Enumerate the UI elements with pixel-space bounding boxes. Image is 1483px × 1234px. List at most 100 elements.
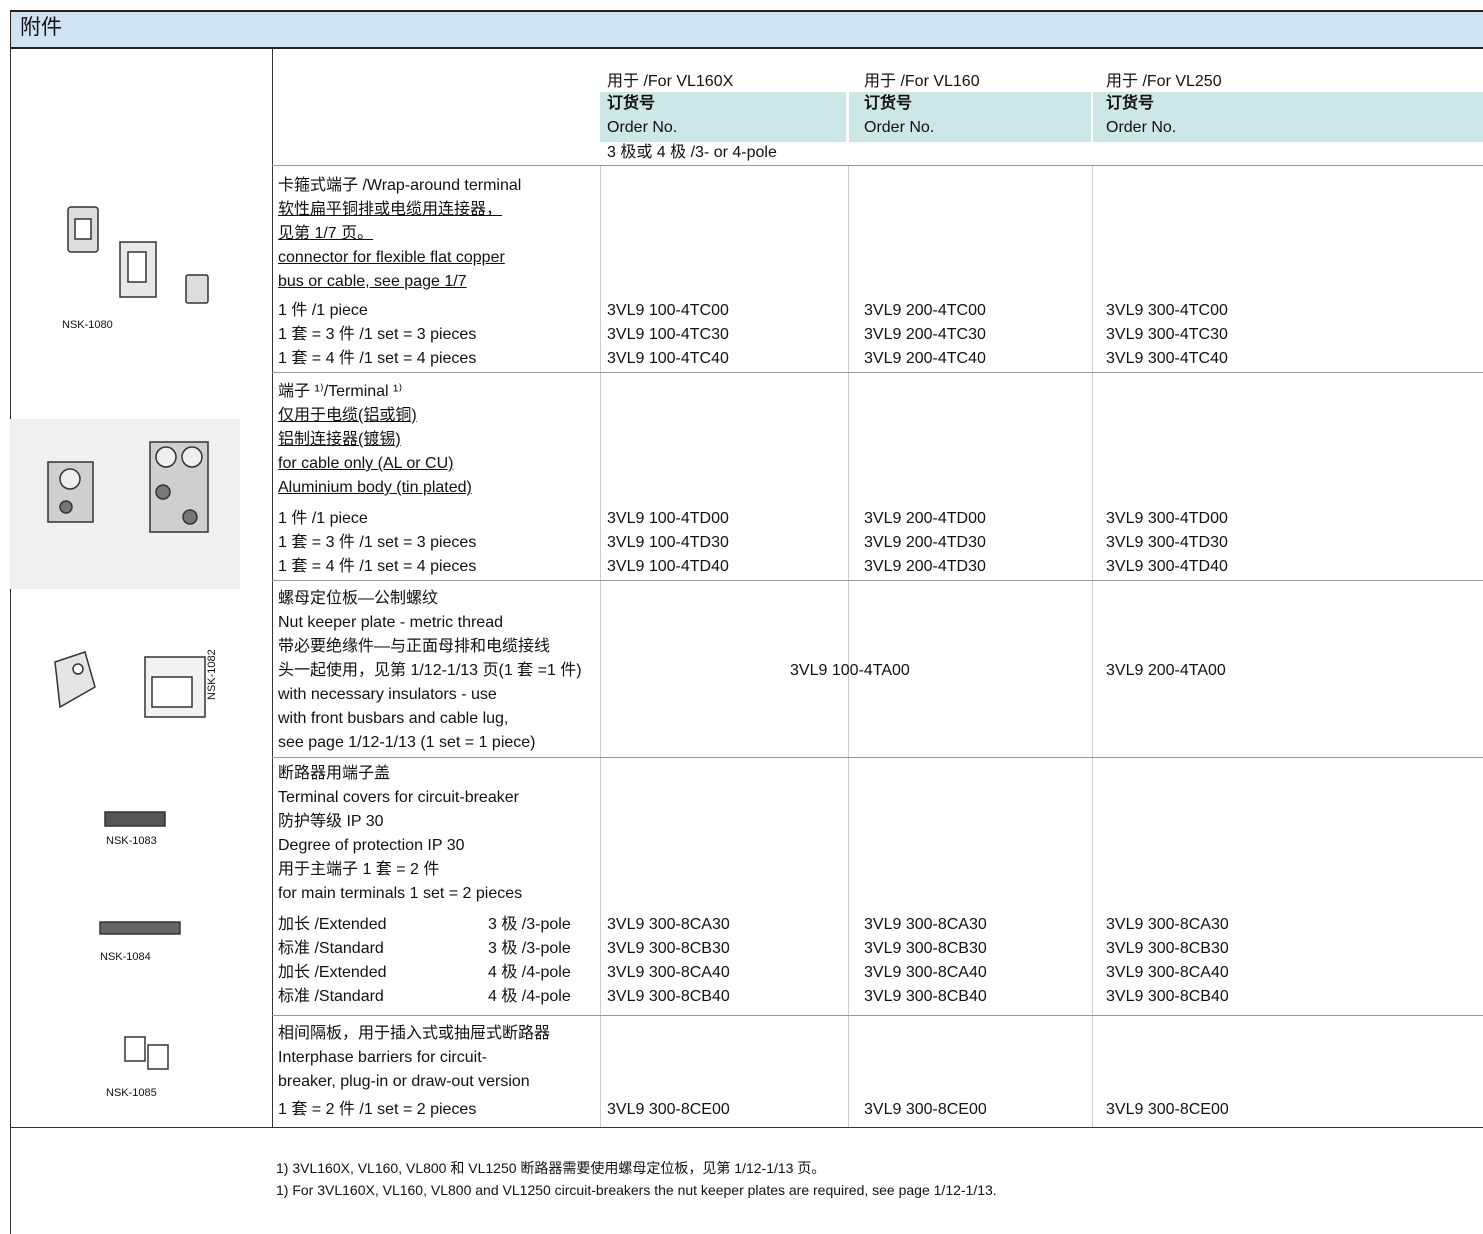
column-order-cn: 订货号: [864, 95, 913, 112]
order-number: 3VL9 300-8CB30: [864, 940, 987, 957]
row-label: 加长 /Extended: [278, 916, 387, 933]
description-line: Terminal covers for circuit-breaker: [278, 789, 519, 806]
description-line: 卡箍式端子 /Wrap-around terminal: [278, 177, 522, 194]
order-number: 3VL9 100-4TC30: [607, 326, 729, 343]
description-line: 仅用于电缆(铝或铜): [278, 407, 417, 424]
order-number: 3VL9 300-8CB40: [864, 988, 987, 1005]
order-number: 3VL9 300-8CE00: [1106, 1101, 1229, 1118]
header-bar: [10, 10, 1483, 49]
order-number: 3VL9 200-4TC00: [864, 302, 986, 319]
row-label: 1 件 /1 piece: [278, 510, 368, 527]
column-for: 用于 /For VL160: [864, 73, 980, 90]
order-number: 3VL9 200-4TC40: [864, 350, 986, 367]
description-line: 软性扁平铜排或电缆用连接器，: [278, 201, 503, 218]
description-line: Aluminium body (tin plated): [278, 479, 472, 496]
image-column-border: [272, 47, 273, 1128]
order-number: 3VL9 100-4TC00: [607, 302, 729, 319]
row-pole: 3 极 /3-pole: [488, 940, 571, 957]
description-line: 用于主端子 1 套 = 2 件: [278, 861, 440, 878]
description-line: 螺母定位板—公制螺纹: [278, 590, 439, 607]
order-number: 3VL9 300-8CB40: [1106, 988, 1229, 1005]
description-line: 头一起使用，见第 1/12-1/13 页(1 套 =1 件): [278, 662, 582, 679]
order-number: 3VL9 300-4TD00: [1106, 510, 1228, 527]
order-number: 3VL9 300-4TC00: [1106, 302, 1228, 319]
column-for: 用于 /For VL160X: [607, 73, 734, 90]
order-number: 3VL9 200-4TD30: [864, 558, 986, 575]
row-label: 1 套 = 4 件 /1 set = 4 pieces: [278, 350, 477, 367]
row-label: 1 套 = 3 件 /1 set = 3 pieces: [278, 534, 477, 551]
column-order-en: Order No.: [1106, 119, 1177, 136]
row-pole: 4 极 /4-pole: [488, 964, 571, 981]
order-number: 3VL9 300-4TD40: [1106, 558, 1228, 575]
description-line: for cable only (AL or CU): [278, 455, 454, 472]
description-line: Degree of protection IP 30: [278, 837, 465, 854]
row-label: 1 件 /1 piece: [278, 302, 368, 319]
pole-note: 3 极或 4 极 /3- or 4-pole: [607, 144, 777, 161]
section-divider: [272, 580, 1483, 581]
order-band: [849, 92, 1091, 142]
order-number: 3VL9 100-4TD40: [607, 558, 729, 575]
column-order-en: Order No.: [864, 119, 935, 136]
order-number: 3VL9 300-8CA30: [864, 916, 987, 933]
product-images: [10, 206, 240, 1070]
section-divider: [272, 165, 1483, 166]
description-line: 断路器用端子盖: [278, 765, 391, 782]
description-line: with front busbars and cable lug,: [278, 710, 509, 727]
column-line: [1092, 165, 1093, 1127]
row-label: 1 套 = 3 件 /1 set = 3 pieces: [278, 326, 477, 343]
description-line: for main terminals 1 set = 2 pieces: [278, 885, 523, 902]
description-line: 端子 ¹⁾/Terminal ¹⁾: [278, 383, 403, 400]
order-number: 3VL9 300-8CA30: [607, 916, 730, 933]
description-line: breaker, plug-in or draw-out version: [278, 1073, 530, 1090]
description-line: 带必要绝缘件—与正面母排和电缆接线: [278, 638, 551, 655]
description-line: see page 1/12-1/13 (1 set = 1 piece): [278, 734, 536, 751]
order-number: 3VL9 300-8CE00: [864, 1101, 987, 1118]
row-pole: 3 极 /3-pole: [488, 916, 571, 933]
order-number: 3VL9 300-8CA40: [864, 964, 987, 981]
order-number: 3VL9 100-4TD00: [607, 510, 729, 527]
order-number: 3VL9 100-4TC40: [607, 350, 729, 367]
column-order-cn: 订货号: [607, 95, 656, 112]
description-line: Nut keeper plate - metric thread: [278, 614, 503, 631]
section-divider: [272, 372, 1483, 373]
image-label: NSK-1080: [62, 319, 113, 331]
row-label: 1 套 = 4 件 /1 set = 4 pieces: [278, 558, 477, 575]
order-number: 3VL9 300-8CB30: [607, 940, 730, 957]
order-number: 3VL9 300-8CB30: [1106, 940, 1229, 957]
footnote: 1) 3VL160X, VL160, VL800 和 VL1250 断路器需要使…: [276, 1160, 826, 1176]
description-line: 防护等级 IP 30: [278, 813, 384, 830]
image-label: NSK-1084: [100, 951, 151, 963]
order-number: 3VL9 200-4TD30: [864, 534, 986, 551]
description-line: 铝制连接器(镀锡): [278, 431, 401, 448]
order-number: 3VL9 200-4TC30: [864, 326, 986, 343]
description-line: connector for flexible flat copper: [278, 249, 505, 266]
row-label: 加长 /Extended: [278, 964, 387, 981]
order-number: 3VL9 100-4TD30: [607, 534, 729, 551]
order-number: 3VL9 300-4TC40: [1106, 350, 1228, 367]
order-band: [600, 92, 846, 142]
row-label: 标准 /Standard: [278, 988, 384, 1005]
description-line: with necessary insulators - use: [278, 686, 497, 703]
section-divider: [272, 757, 1483, 758]
image-label: NSK-1082: [206, 649, 218, 700]
image-label: NSK-1083: [106, 835, 157, 847]
order-band: [1093, 92, 1483, 142]
order-number: 3VL9 300-8CB40: [607, 988, 730, 1005]
order-number: 3VL9 300-8CA30: [1106, 916, 1229, 933]
row-label: 标准 /Standard: [278, 940, 384, 957]
row-label: 1 套 = 2 件 /1 set = 2 pieces: [278, 1101, 477, 1118]
description-line: 见第 1/7 页。: [278, 225, 374, 242]
description-line: 相间隔板，用于插入式或抽屉式断路器: [278, 1025, 551, 1042]
left-border: [10, 47, 11, 1234]
order-number: 3VL9 100-4TA00: [790, 662, 910, 679]
description-line: Interphase barriers for circuit-: [278, 1049, 487, 1066]
image-label: NSK-1085: [106, 1087, 157, 1099]
header-title: 附件: [20, 16, 62, 39]
order-number: 3VL9 200-4TA00: [1106, 662, 1226, 679]
table-bottom: [10, 1127, 1483, 1128]
column-for: 用于 /For VL250: [1106, 73, 1222, 90]
order-number: 3VL9 300-8CA40: [1106, 964, 1229, 981]
column-line: [600, 165, 601, 1127]
column-line: [848, 165, 849, 1127]
